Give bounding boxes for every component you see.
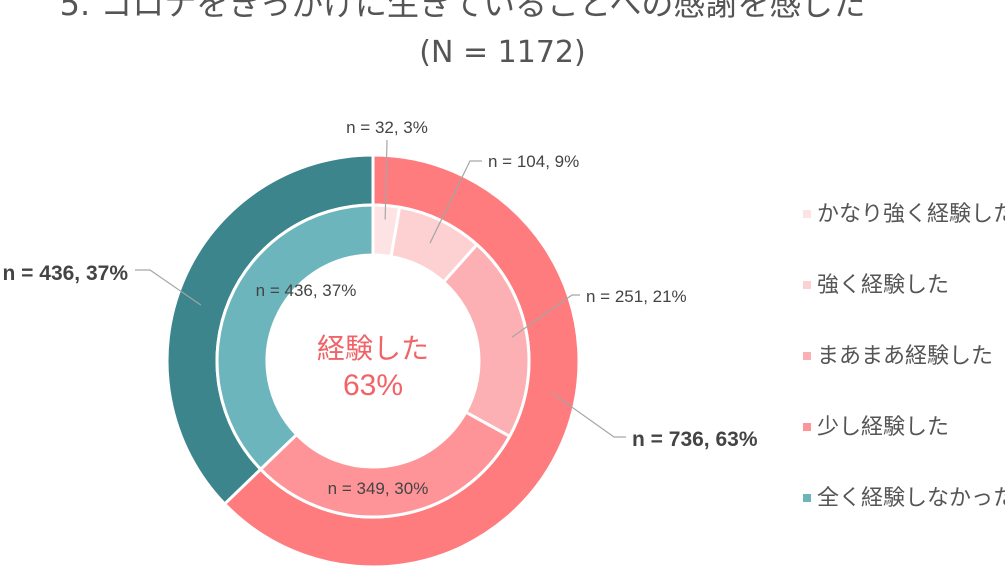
- data-label: n = 436, 37%: [256, 281, 357, 300]
- data-label: n = 736, 63%: [632, 428, 758, 451]
- leader-lines: [135, 139, 626, 438]
- center-label-percent: 63%: [343, 369, 403, 402]
- chart-title: 5. コロナをきっかけに生きていることへの感謝を感じた: [59, 0, 866, 23]
- data-label: n = 436, 37%: [3, 262, 129, 285]
- data-label: n = 251, 21%: [586, 287, 687, 306]
- legend-swatch: [803, 352, 811, 360]
- legend-label: かなり強く経験した: [817, 202, 1005, 227]
- chart-subtitle: (N = 1172): [419, 35, 586, 70]
- data-label: n = 32, 3%: [346, 118, 428, 137]
- leader-line: [511, 294, 580, 338]
- data-label: n = 104, 9%: [488, 152, 579, 171]
- legend-item: かなり強く経験した: [803, 196, 1005, 267]
- leader-line: [550, 391, 626, 438]
- legend-label: まあまあ経験した: [817, 344, 994, 369]
- legend-item: まあまあ経験した: [803, 338, 1005, 409]
- inner-ring: [215, 203, 531, 519]
- legend-swatch: [803, 210, 811, 218]
- legend-swatch: [803, 423, 811, 431]
- legend-label: 少し経験した: [817, 415, 950, 440]
- leader-line: [429, 160, 482, 244]
- inner-ring-slice: [258, 410, 512, 519]
- legend-item: 全く経験しなかった: [803, 480, 1005, 551]
- legend: かなり強く経験した 強く経験した まあまあ経験した 少し経験した 全く経験しなか…: [803, 196, 1005, 551]
- inner-ring-slice: [215, 203, 375, 472]
- legend-swatch: [803, 494, 811, 502]
- legend-label: 強く経験した: [817, 273, 950, 298]
- legend-label: 全く経験しなかった: [817, 486, 1005, 511]
- leader-line: [384, 139, 388, 220]
- center-label-text: 経験した: [317, 332, 429, 365]
- data-label: n = 349, 30%: [328, 479, 429, 498]
- data-labels: n = 32, 3% n = 104, 9% n = 251, 21% n = 349…: [3, 118, 758, 498]
- legend-item: 少し経験した: [803, 409, 1005, 480]
- leader-line: [135, 269, 202, 306]
- legend-swatch: [803, 281, 811, 289]
- legend-item: 強く経験した: [803, 267, 1005, 338]
